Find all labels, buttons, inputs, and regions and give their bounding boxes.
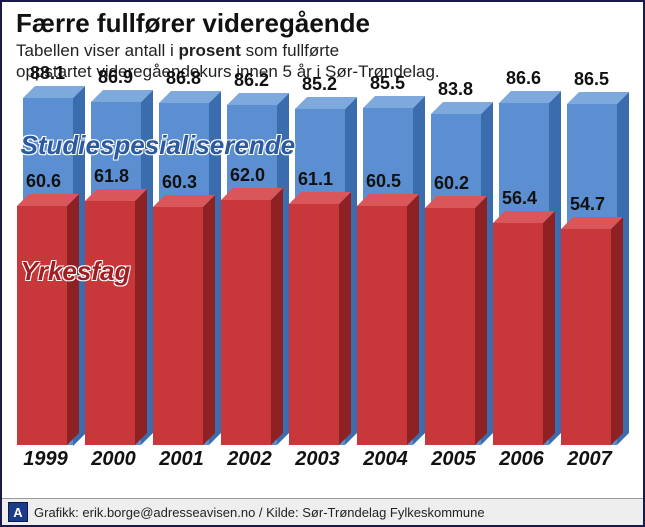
series1-value: 85.2 bbox=[289, 74, 351, 95]
year-label: 2004 bbox=[351, 448, 421, 471]
year-label: 2003 bbox=[283, 448, 353, 471]
series2-value: 60.6 bbox=[13, 171, 75, 192]
subtitle-pre: Tabellen viser antall i bbox=[16, 41, 179, 60]
series2-value: 62.0 bbox=[217, 165, 279, 186]
series1-value: 86.9 bbox=[85, 67, 147, 88]
series1-value: 86.2 bbox=[221, 70, 283, 91]
series2-value: 60.2 bbox=[421, 173, 483, 194]
year-label: 2006 bbox=[487, 448, 557, 471]
bar bbox=[561, 229, 611, 445]
series1-value: 88.1 bbox=[17, 63, 79, 84]
series2-value: 60.5 bbox=[353, 171, 415, 192]
bar bbox=[289, 204, 339, 445]
bar bbox=[221, 200, 271, 445]
bar bbox=[17, 206, 67, 445]
year-label: 2005 bbox=[419, 448, 489, 471]
bar bbox=[425, 208, 475, 445]
year-label: 1999 bbox=[11, 448, 81, 471]
bar bbox=[153, 207, 203, 445]
footer-bar: A Grafikk: erik.borge@adresseavisen.no /… bbox=[2, 498, 643, 525]
publisher-logo-icon: A bbox=[8, 502, 28, 522]
year-label: 2002 bbox=[215, 448, 285, 471]
year-label: 2007 bbox=[555, 448, 625, 471]
series2-value: 61.8 bbox=[81, 166, 143, 187]
series2-value: 61.1 bbox=[285, 169, 347, 190]
series2-value: 60.3 bbox=[149, 172, 211, 193]
series1-value: 83.8 bbox=[425, 79, 487, 100]
year-label: 2001 bbox=[147, 448, 217, 471]
series1-value: 85.5 bbox=[357, 73, 419, 94]
year-label: 2000 bbox=[79, 448, 149, 471]
series1-value: 86.8 bbox=[153, 68, 215, 89]
series2-value: 54.7 bbox=[557, 194, 619, 215]
chart-title: Færre fullfører videregående bbox=[16, 8, 370, 39]
series2-value: 56.4 bbox=[489, 188, 551, 209]
bar bbox=[493, 223, 543, 445]
footer-text: Grafikk: erik.borge@adresseavisen.no / K… bbox=[34, 505, 485, 520]
bar-chart: Studiespesialiserende Yrkesfag 88.160.61… bbox=[14, 90, 631, 471]
subtitle-bold: prosent bbox=[179, 41, 241, 60]
series1-value: 86.5 bbox=[561, 69, 623, 90]
bar bbox=[357, 206, 407, 445]
bar bbox=[85, 201, 135, 445]
series1-value: 86.6 bbox=[493, 68, 555, 89]
